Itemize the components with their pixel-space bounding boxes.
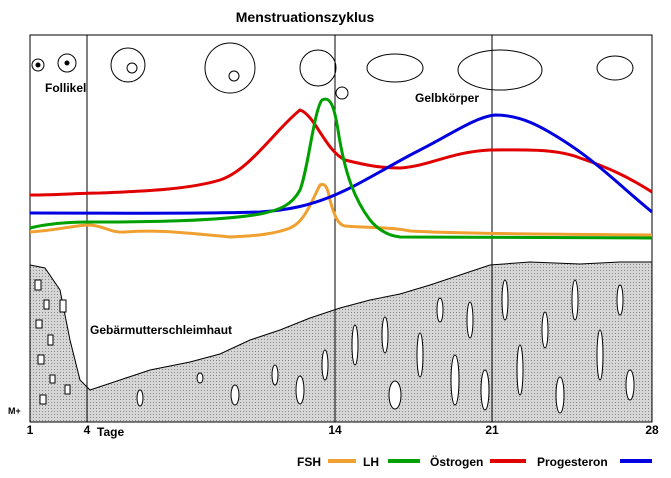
menses-label: M+ — [8, 406, 21, 416]
estrogen-curve — [29, 108, 653, 197]
corpus-luteum-label: Gelbkörper — [415, 91, 479, 105]
day-tick: 1 — [27, 423, 34, 437]
day-lines — [86, 35, 493, 422]
endometrium — [29, 261, 653, 423]
day-tick: 4 — [84, 423, 91, 437]
progesterone-curve — [29, 113, 653, 215]
endometrium-label: Gebärmutterschleimhaut — [90, 323, 232, 337]
legend-label: Progesteron — [537, 455, 608, 469]
day-tick: 28 — [645, 423, 659, 437]
ovary-icons — [31, 42, 634, 100]
follicle-label: Follikel — [45, 81, 86, 95]
day-tick: 21 — [485, 423, 499, 437]
legend-swatch — [388, 459, 420, 463]
legend-label: FSH — [297, 455, 321, 469]
endometrium-glands — [34, 279, 635, 414]
lh-curve — [29, 97, 653, 240]
legend-label: LH — [363, 455, 379, 469]
legend-swatch — [328, 459, 356, 463]
legend-swatch — [490, 459, 526, 463]
days-label: Tage — [97, 425, 124, 439]
title: Menstruationszyklus — [236, 9, 375, 25]
legend-swatch — [620, 459, 652, 463]
fsh-curve — [29, 182, 653, 239]
legend-label: Östrogen — [430, 454, 483, 469]
day-tick: 14 — [328, 423, 342, 437]
